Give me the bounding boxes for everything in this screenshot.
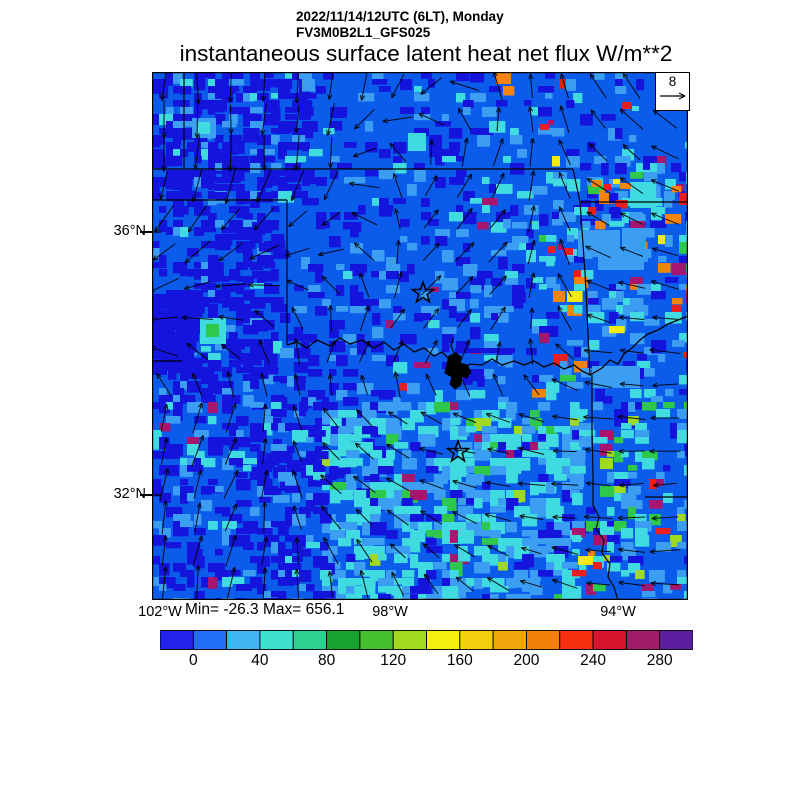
colorbar-tick: 160 <box>446 652 473 669</box>
lon-label-102w: 102°W <box>138 604 182 620</box>
map-canvas <box>152 72 688 600</box>
colorbar <box>159 630 694 650</box>
wind-ref-box: 8 <box>655 72 690 111</box>
lat-tick-mark <box>140 494 152 496</box>
city-star-marker <box>445 438 471 463</box>
colorbar-tick: 240 <box>580 652 607 669</box>
wind-ref-value: 8 <box>668 74 677 89</box>
colorbar-tick: 80 <box>317 652 336 669</box>
lat-label-36n: 36°N <box>113 223 146 239</box>
lon-label-98w: 98°W <box>372 604 408 620</box>
map-plot-area: 8 <box>152 72 690 600</box>
colorbar-tick: 200 <box>513 652 540 669</box>
colorbar-tick: 120 <box>380 652 407 669</box>
lon-label-94w: 94°W <box>600 604 636 620</box>
lat-tick-mark <box>140 231 152 233</box>
model-run-label: FV3M0B2L1_GFS025 <box>296 25 431 40</box>
lat-label-32n: 32°N <box>113 486 146 502</box>
colorbar-tick: 0 <box>188 652 198 669</box>
city-star-marker <box>410 279 436 304</box>
datetime-label: 2022/11/14/12UTC (6LT), Monday <box>296 9 504 24</box>
minmax-stats: Min= -26.3 Max= 656.1 <box>185 601 345 618</box>
colorbar-tick: 40 <box>251 652 269 669</box>
wind-ref-arrow-icon <box>659 92 685 100</box>
colorbar-tick: 280 <box>646 652 673 669</box>
plot-title: instantaneous surface latent heat net fl… <box>179 41 673 66</box>
